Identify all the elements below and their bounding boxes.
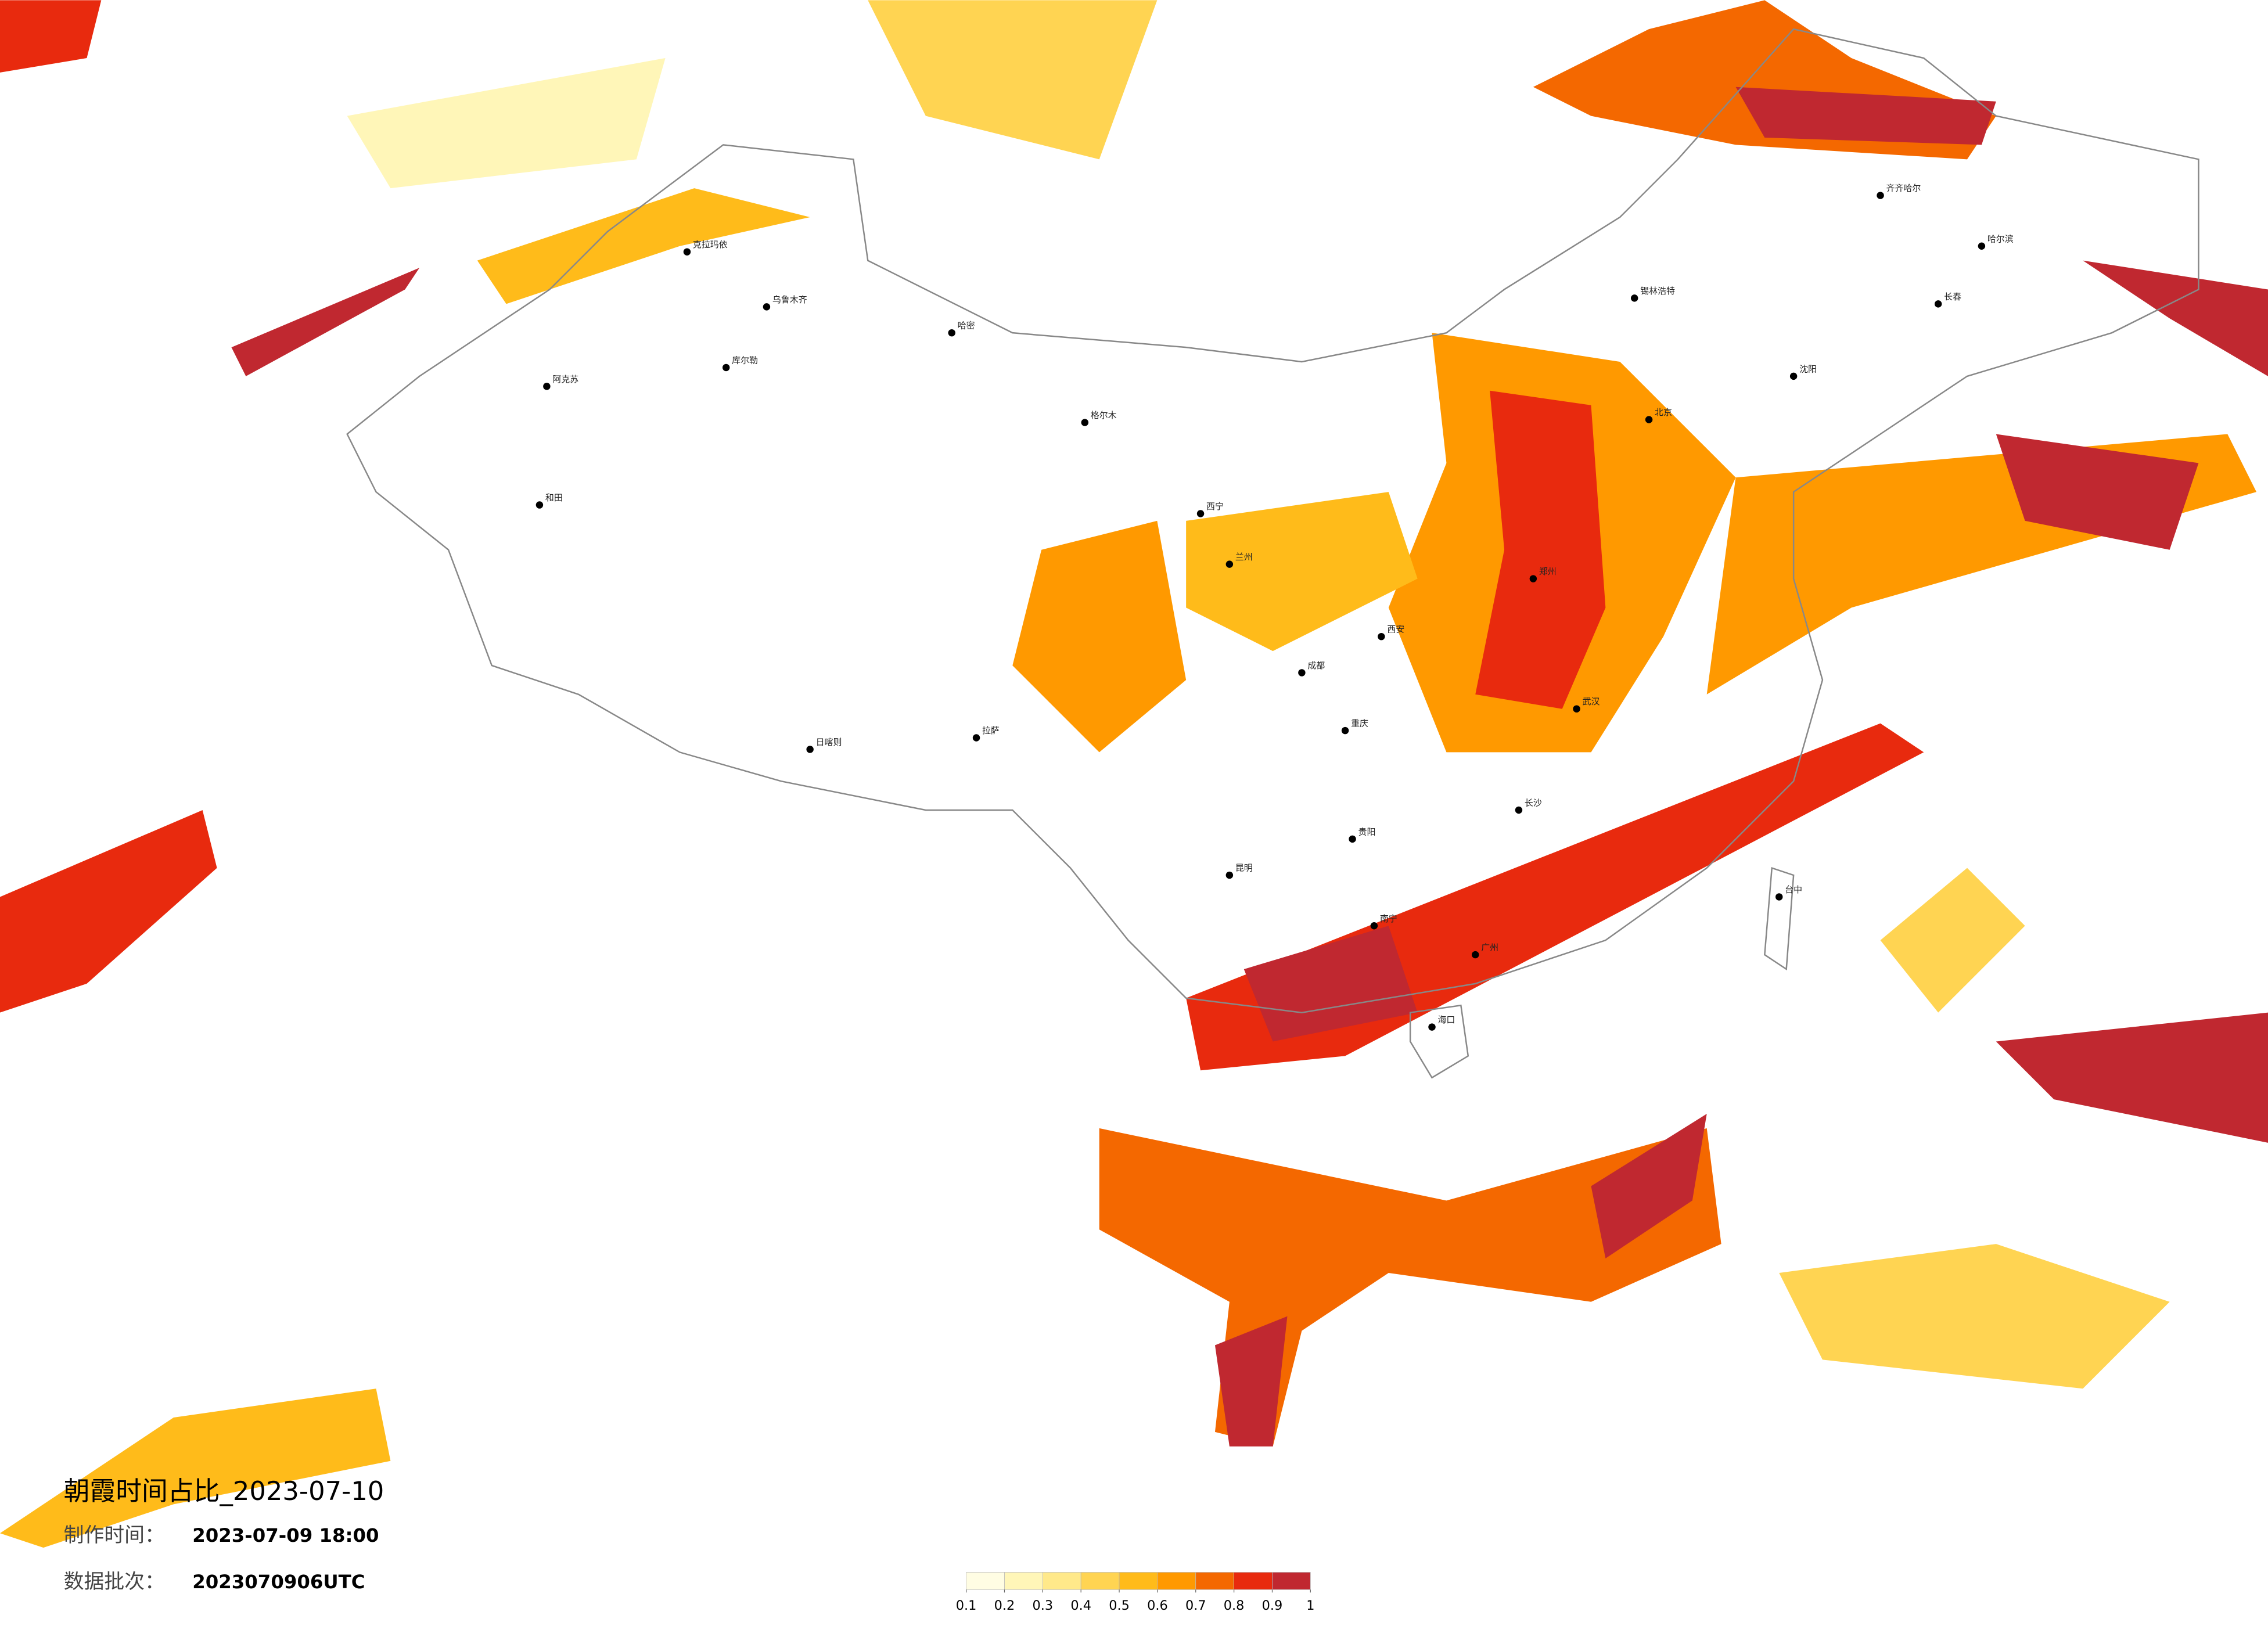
island-outline [1409, 866, 1795, 1079]
city-dot [972, 734, 980, 742]
colorbar-swatch [1157, 1572, 1196, 1590]
colorbar-tick-label: 0.9 [1262, 1598, 1283, 1613]
city-dot [1349, 835, 1356, 843]
city-dot [1081, 419, 1089, 426]
city-label: 台中 [1785, 884, 1802, 895]
city-label: 昆明 [1235, 863, 1253, 873]
city-dot [948, 329, 955, 337]
city-dot [1341, 726, 1349, 735]
city-dot [1225, 560, 1234, 568]
city-dot [1978, 242, 1986, 250]
colorbar-tick-label: 0.4 [1070, 1598, 1091, 1613]
city-label: 格尔木 [1091, 410, 1117, 420]
city-dot [1934, 300, 1942, 308]
colorbar-tick-label: 0.5 [1109, 1598, 1130, 1613]
city-label: 南宁 [1380, 913, 1397, 924]
colorbar-tick-label: 1 [1306, 1598, 1314, 1613]
city-label: 阿克苏 [552, 374, 578, 384]
city-label: 锡林浩特 [1640, 286, 1675, 296]
city-label: 拉萨 [982, 725, 1000, 736]
colorbar-tick-label: 0.8 [1224, 1598, 1245, 1613]
city-label: 兰州 [1235, 552, 1253, 562]
city-label: 贵阳 [1358, 826, 1376, 837]
city-label: 哈密 [958, 321, 975, 331]
colorbar-swatch [1080, 1572, 1120, 1590]
city-dot [1378, 632, 1385, 641]
colorbar-swatch [1272, 1572, 1311, 1590]
city-label: 广州 [1481, 942, 1498, 953]
make-time-value: 2023-07-09 18:00 [192, 1524, 379, 1546]
make-time-label: 制作时间： [64, 1524, 165, 1547]
colorbar: 0.1 0.2 0.3 0.4 0.5 0.6 0.7 0.8 0.9 1 [956, 1572, 1314, 1613]
city-dot [683, 248, 691, 256]
city-dot [543, 383, 551, 390]
city-label: 西宁 [1206, 501, 1224, 512]
colorbar-swatch [1119, 1572, 1158, 1590]
colorbar-swatch [1004, 1572, 1043, 1590]
colorbar-swatch [1234, 1572, 1273, 1590]
city-label: 沈阳 [1799, 364, 1817, 374]
city-dot [1573, 705, 1580, 713]
city-dot [806, 746, 814, 753]
city-dot [722, 364, 730, 372]
colorbar-tick-label: 0.2 [994, 1598, 1015, 1613]
city-dot [1645, 416, 1653, 423]
city-label: 郑州 [1539, 566, 1557, 577]
city-dot [1370, 922, 1378, 930]
map-title: 朝霞时间占比_2023-07-10 [64, 1476, 384, 1506]
city-dot [1428, 1023, 1436, 1031]
city-dot [1877, 192, 1884, 199]
city-dot [1789, 372, 1798, 380]
city-dot [535, 501, 544, 509]
colorbar-swatch [1042, 1572, 1081, 1590]
city-label: 长春 [1944, 292, 1961, 302]
city-label: 哈尔滨 [1987, 233, 2014, 244]
city-label: 长沙 [1525, 798, 1542, 808]
country-outline [346, 28, 2199, 1013]
city-label: 齐齐哈尔 [1886, 183, 1921, 193]
city-label: 和田 [545, 492, 563, 503]
city-label: 日喀则 [816, 737, 842, 747]
colorbar-tick-label: 0.6 [1147, 1598, 1168, 1613]
colorbar-tick-label: 0.7 [1185, 1598, 1206, 1613]
city-dot [1472, 951, 1479, 959]
colorbar-tick-label: 0.3 [1033, 1598, 1054, 1613]
colorbar-tick-label: 0.1 [956, 1598, 977, 1613]
city-dot [763, 303, 771, 311]
city-dot [1225, 871, 1234, 879]
city-label: 武汉 [1583, 696, 1600, 707]
city-dot [1529, 575, 1537, 582]
city-label: 成都 [1307, 660, 1325, 671]
city-label: 北京 [1655, 407, 1672, 418]
city-label: 西安 [1387, 624, 1404, 635]
city-dot [1515, 806, 1523, 814]
colorbar-swatch [1195, 1572, 1234, 1590]
heat-patches [0, 0, 2268, 1548]
city-dot [1775, 893, 1783, 901]
city-label: 重庆 [1351, 718, 1368, 729]
city-dot [1630, 294, 1638, 302]
city-label: 库尔勒 [732, 355, 758, 365]
city-label: 克拉玛依 [693, 239, 728, 250]
batch-label: 数据批次： [64, 1570, 165, 1593]
batch-value: 2023070906UTC [192, 1571, 365, 1593]
city-label: 海口 [1437, 1015, 1455, 1025]
colorbar-swatch [966, 1572, 1005, 1590]
city-label: 乌鲁木齐 [772, 294, 807, 305]
city-dot [1298, 669, 1306, 677]
city-dot [1196, 510, 1205, 517]
